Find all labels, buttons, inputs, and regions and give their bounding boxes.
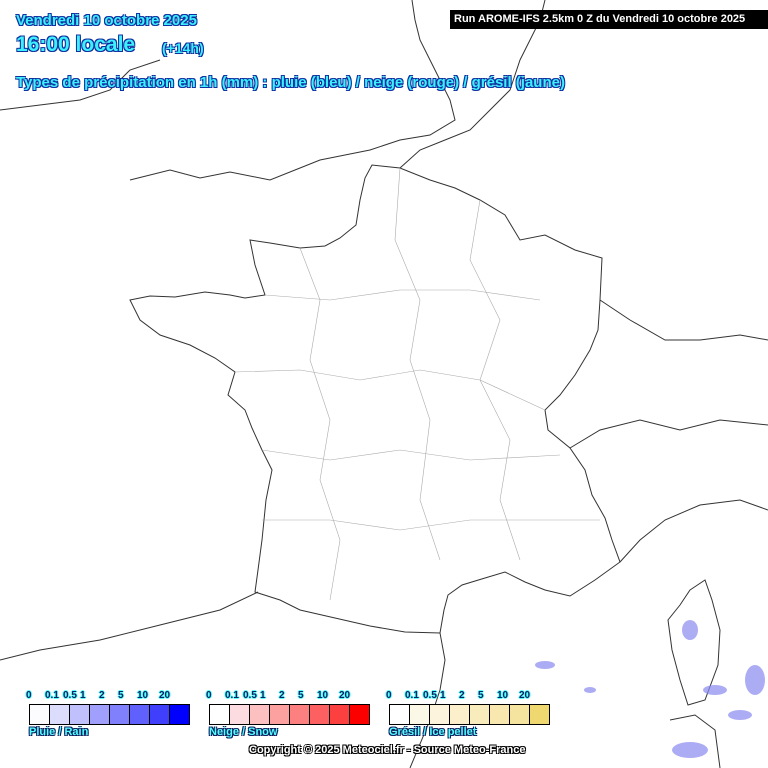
spain-coast [0, 591, 446, 768]
legend-tick: 5 [298, 690, 304, 701]
legend-tick: 1 [440, 690, 446, 701]
department-borders [234, 167, 600, 601]
legend-tick: 0.5 [423, 690, 437, 701]
legend-tick: 0 [206, 690, 212, 701]
legend-swatch [510, 705, 530, 724]
legend-tick: 0.1 [405, 690, 419, 701]
legend-tick: 0.5 [243, 690, 257, 701]
legend-tick: 2 [459, 690, 465, 701]
forecast-offset: (+14h) [162, 40, 204, 56]
legend-swatch [430, 705, 450, 724]
legend-swatch [170, 705, 189, 724]
legend-tick: 0.1 [45, 690, 59, 701]
legend-tick: 2 [99, 690, 105, 701]
sardinia-coast [669, 714, 721, 768]
legend-swatch [530, 705, 549, 724]
legend-swatch [490, 705, 510, 724]
legend-swatch [390, 705, 410, 724]
legend-swatch [50, 705, 70, 724]
model-run-label: Run AROME-IFS 2.5km 0 Z du Vendredi 10 o… [450, 10, 768, 29]
legend-tick: 5 [118, 690, 124, 701]
legend-name: Neige / Snow [209, 726, 278, 738]
legend-name: Grésil / Ice pellet [389, 726, 477, 738]
legend-swatch [290, 705, 310, 724]
legend-rain: 0 0.1 0.5 1 2 5 10 20 Pluie / Rain [26, 690, 209, 740]
legend-swatch [310, 705, 330, 724]
legend-swatch [150, 705, 170, 724]
legend-swatch [210, 705, 230, 724]
copyright: Copyright © 2025 Meteociel.fr - Source M… [249, 744, 526, 756]
rain-areas [535, 620, 765, 758]
legend-swatch [110, 705, 130, 724]
britain-coast [0, 0, 456, 181]
legend-tick: 1 [260, 690, 266, 701]
legend-name: Pluie / Rain [29, 726, 89, 738]
legend-swatch [270, 705, 290, 724]
legend-swatch [350, 705, 369, 724]
legend-swatch [130, 705, 150, 724]
legend-tick: 0.5 [63, 690, 77, 701]
legend-tick: 1 [80, 690, 86, 701]
legend-swatch [70, 705, 90, 724]
legend-swatch [470, 705, 490, 724]
legend-tick: 20 [339, 690, 351, 701]
legend-tick: 5 [478, 690, 484, 701]
legend-snow: 0 0.1 0.5 1 2 5 10 20 Neige / Snow [206, 690, 389, 740]
legend-tick: 10 [497, 690, 509, 701]
legend-swatch [450, 705, 470, 724]
legend-swatch [330, 705, 350, 724]
legend-swatch [250, 705, 270, 724]
france-border [129, 164, 621, 634]
legend-tick: 2 [279, 690, 285, 701]
legend-tick: 10 [137, 690, 149, 701]
legend-swatch [410, 705, 430, 724]
forecast-hour: 16:00 locale [16, 33, 136, 56]
legend-tick: 0 [26, 690, 32, 701]
legend-tick: 0.1 [225, 690, 239, 701]
legend-tick: 20 [519, 690, 531, 701]
legend-ice-pellet: 0 0.1 0.5 1 2 5 10 20 Grésil / Ice pellet [386, 690, 569, 740]
legend-tick: 0 [386, 690, 392, 701]
legend-swatch [90, 705, 110, 724]
legend-color-scale [209, 704, 370, 725]
switzerland-italy-border [569, 299, 768, 449]
legend-swatch [30, 705, 50, 724]
legend-tick: 20 [159, 690, 171, 701]
map-description: Types de précipitation en 1h (mm) : plui… [16, 74, 565, 91]
belgium-netherlands-coast [399, 0, 546, 169]
legend-color-scale [389, 704, 550, 725]
italy-coast [619, 499, 768, 563]
forecast-date: Vendredi 10 octobre 2025 [16, 12, 197, 29]
corsica-coast [667, 579, 721, 706]
legend-color-scale [29, 704, 190, 725]
legend-tick: 10 [317, 690, 329, 701]
legend-swatch [230, 705, 250, 724]
